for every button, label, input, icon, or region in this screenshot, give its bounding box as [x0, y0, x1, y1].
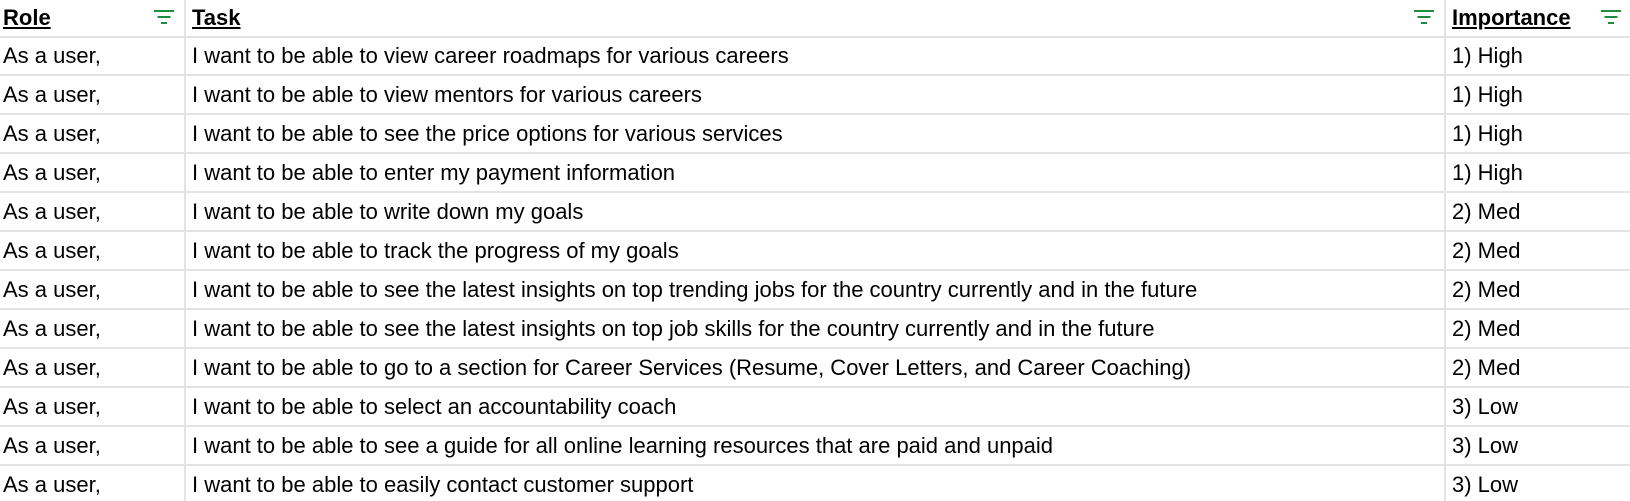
header-cell-task[interactable]: Task — [187, 0, 1445, 36]
task-cell[interactable]: I want to be able to see the price optio… — [192, 121, 783, 146]
task-cell[interactable]: I want to be able to enter my payment in… — [192, 160, 676, 185]
role-cell[interactable]: As a user, — [3, 394, 101, 419]
role-cell[interactable]: As a user, — [3, 238, 101, 263]
task-cell[interactable]: I want to be able to track the progress … — [192, 238, 679, 263]
task-cell[interactable]: I want to be able to select an accountab… — [192, 394, 677, 419]
filter-role-icon[interactable] — [153, 7, 175, 27]
role-cell[interactable]: As a user, — [3, 316, 101, 341]
table-row: As a user, I want to be able to view car… — [0, 37, 1630, 76]
header-cell-importance[interactable]: Importance — [1447, 0, 1630, 36]
importance-cell[interactable]: 3) Low — [1452, 472, 1519, 497]
role-cell[interactable]: As a user, — [3, 199, 101, 224]
task-cell[interactable]: I want to be able to see the latest insi… — [192, 316, 1155, 341]
header-row: Role Task Importance — [0, 0, 1630, 38]
header-task-label: Task — [192, 5, 241, 30]
importance-cell[interactable]: 3) Low — [1452, 394, 1519, 419]
task-cell[interactable]: I want to be able to view career roadmap… — [192, 43, 789, 68]
task-cell[interactable]: I want to be able to see a guide for all… — [192, 433, 1054, 458]
table-row: As a user, I want to be able to easily c… — [0, 466, 1630, 501]
table-row: As a user, I want to be able to see the … — [0, 271, 1630, 310]
task-cell[interactable]: I want to be able to view mentors for va… — [192, 82, 702, 107]
role-cell[interactable]: As a user, — [3, 43, 101, 68]
table-row: As a user, I want to be able to select a… — [0, 388, 1630, 427]
role-cell[interactable]: As a user, — [3, 160, 101, 185]
column-divider-task-importance — [1444, 0, 1446, 501]
importance-cell[interactable]: 1) High — [1452, 160, 1523, 185]
filter-importance-icon[interactable] — [1600, 7, 1622, 27]
table-row: As a user, I want to be able to see the … — [0, 310, 1630, 349]
task-cell[interactable]: I want to be able to see the latest insi… — [192, 277, 1198, 302]
importance-cell[interactable]: 1) High — [1452, 43, 1523, 68]
table-row: As a user, I want to be able to go to a … — [0, 349, 1630, 388]
table-row: As a user, I want to be able to track th… — [0, 232, 1630, 271]
task-cell[interactable]: I want to be able to easily contact cust… — [192, 472, 694, 497]
role-cell[interactable]: As a user, — [3, 277, 101, 302]
header-cell-role[interactable]: Role — [0, 0, 185, 36]
importance-cell[interactable]: 1) High — [1452, 121, 1523, 146]
importance-cell[interactable]: 1) High — [1452, 82, 1523, 107]
header-importance-label: Importance — [1452, 5, 1571, 30]
table-row: As a user, I want to be able to enter my… — [0, 154, 1630, 193]
role-cell[interactable]: As a user, — [3, 121, 101, 146]
table-row: As a user, I want to be able to see a gu… — [0, 427, 1630, 466]
importance-cell[interactable]: 2) Med — [1452, 238, 1521, 263]
importance-cell[interactable]: 2) Med — [1452, 199, 1521, 224]
role-cell[interactable]: As a user, — [3, 355, 101, 380]
importance-cell[interactable]: 3) Low — [1452, 433, 1519, 458]
importance-cell[interactable]: 2) Med — [1452, 316, 1521, 341]
header-role-label: Role — [3, 5, 51, 30]
task-cell[interactable]: I want to be able to go to a section for… — [192, 355, 1192, 380]
table-row: As a user, I want to be able to see the … — [0, 115, 1630, 154]
column-divider-role-task — [184, 0, 186, 501]
table-row: As a user, I want to be able to write do… — [0, 193, 1630, 232]
importance-cell[interactable]: 2) Med — [1452, 355, 1521, 380]
filter-task-icon[interactable] — [1413, 7, 1435, 27]
role-cell[interactable]: As a user, — [3, 82, 101, 107]
role-cell[interactable]: As a user, — [3, 472, 101, 497]
importance-cell[interactable]: 2) Med — [1452, 277, 1521, 302]
role-cell[interactable]: As a user, — [3, 433, 101, 458]
task-cell[interactable]: I want to be able to write down my goals — [192, 199, 584, 224]
table-row: As a user, I want to be able to view men… — [0, 76, 1630, 115]
